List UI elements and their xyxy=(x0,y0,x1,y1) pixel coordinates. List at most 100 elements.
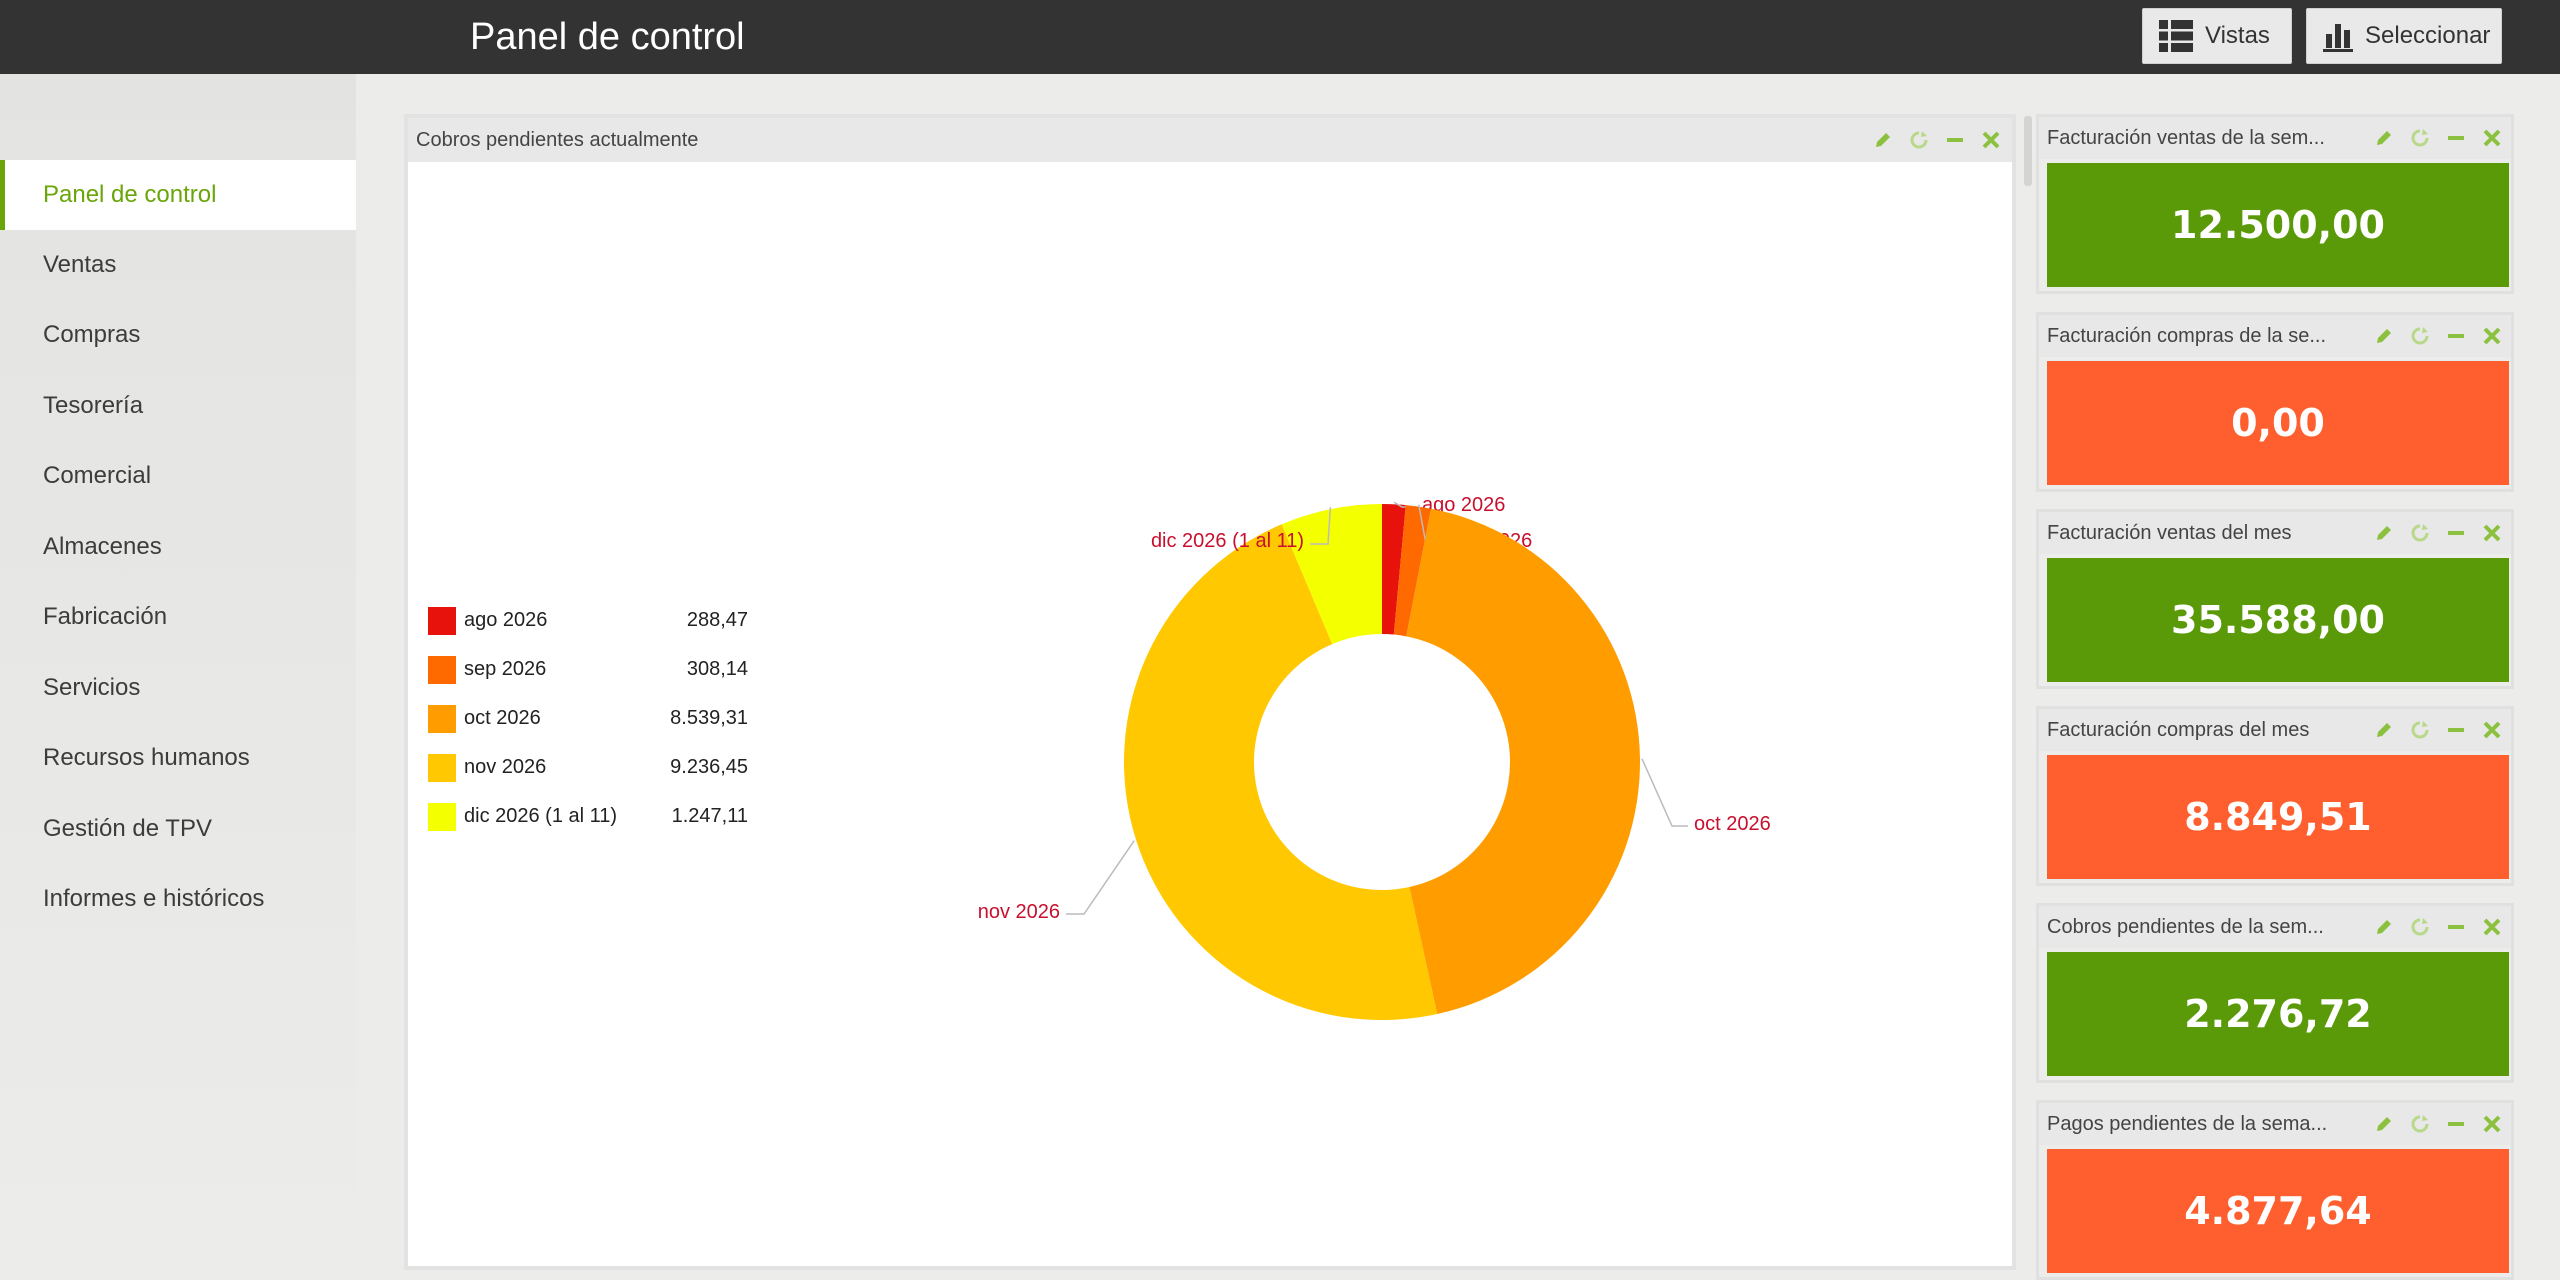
sidebar-item-compras[interactable]: Compras xyxy=(0,300,356,370)
legend-swatch xyxy=(428,753,456,782)
sidebar-item-comercial[interactable]: Comercial xyxy=(0,441,356,511)
slice-label: oct 2026 xyxy=(1694,813,1771,835)
widget-value: 8.849,51 xyxy=(2184,795,2372,839)
minus-icon[interactable] xyxy=(2445,127,2467,149)
widget-value-box[interactable]: 0,00 xyxy=(2047,361,2509,485)
widget-value: 0,00 xyxy=(2231,401,2325,445)
sidebar-item-label: Gestión de TPV xyxy=(43,815,212,842)
sidebar-item-almacenes[interactable]: Almacenes xyxy=(0,512,356,582)
widget-tools xyxy=(2373,1103,2503,1145)
widget-header: Facturación ventas de la sem... xyxy=(2039,117,2511,159)
close-icon[interactable] xyxy=(2481,127,2503,149)
widget-tools xyxy=(2373,906,2503,948)
sidebar-item-label: Ventas xyxy=(43,251,117,278)
legend-item: ago 2026 288,47 xyxy=(428,596,748,645)
legend-value: 8.539,31 xyxy=(670,707,748,729)
pencil-icon[interactable] xyxy=(2373,719,2395,741)
widget-tools xyxy=(2373,117,2503,159)
widget-facturacion-ventas-semana: Facturación ventas de la sem... 12.500,0… xyxy=(2036,114,2514,294)
widget-value-box[interactable]: 2.276,72 xyxy=(2047,952,2509,1076)
legend-label: oct 2026 xyxy=(464,707,541,729)
top-bar: Panel de control Vistas Seleccionar xyxy=(0,0,2560,74)
pencil-icon[interactable] xyxy=(2373,1113,2395,1135)
widget-header: Facturación compras de la se... xyxy=(2039,315,2511,357)
refresh-icon[interactable] xyxy=(2409,127,2431,149)
sidebar-item-tesoreria[interactable]: Tesorería xyxy=(0,371,356,441)
widget-value: 2.276,72 xyxy=(2184,992,2372,1036)
legend-item: dic 2026 (1 al 11) 1.247,11 xyxy=(428,792,748,841)
minus-icon[interactable] xyxy=(2445,1113,2467,1135)
widget-value: 4.877,64 xyxy=(2184,1189,2372,1233)
scrollbar[interactable] xyxy=(2024,116,2032,186)
legend-item: sep 2026 308,14 xyxy=(428,645,748,694)
close-icon[interactable] xyxy=(2481,1113,2503,1135)
sidebar-item-servicios[interactable]: Servicios xyxy=(0,653,356,723)
widget-title: Facturación ventas del mes xyxy=(2047,521,2292,544)
vistas-label: Vistas xyxy=(2205,22,2270,49)
legend-item: nov 2026 9.236,45 xyxy=(428,743,748,792)
donut-slice[interactable] xyxy=(1382,504,1406,635)
slice-label: dic 2026 (1 al 11) xyxy=(1151,530,1304,552)
legend-label: dic 2026 (1 al 11) xyxy=(464,805,618,827)
page-title: Panel de control xyxy=(470,16,745,58)
sidebar-item-fabricacion[interactable]: Fabricación xyxy=(0,582,356,652)
donut-slice[interactable] xyxy=(1406,508,1641,1015)
sidebar-item-recursos-humanos[interactable]: Recursos humanos xyxy=(0,723,356,793)
vistas-button[interactable]: Vistas xyxy=(2142,8,2292,64)
widget-value-box[interactable]: 12.500,00 xyxy=(2047,163,2509,287)
refresh-icon[interactable] xyxy=(2409,916,2431,938)
refresh-icon[interactable] xyxy=(1908,129,1930,151)
pencil-icon[interactable] xyxy=(1872,129,1894,151)
sidebar: Panel de control Ventas Compras Tesorerí… xyxy=(0,74,356,1280)
refresh-icon[interactable] xyxy=(2409,1113,2431,1135)
donut-slice[interactable] xyxy=(1123,524,1438,1021)
seleccionar-button[interactable]: Seleccionar xyxy=(2306,8,2502,64)
close-icon[interactable] xyxy=(2481,325,2503,347)
donut-slice[interactable] xyxy=(1281,504,1382,645)
minus-icon[interactable] xyxy=(2445,325,2467,347)
refresh-icon[interactable] xyxy=(2409,719,2431,741)
pencil-icon[interactable] xyxy=(2373,916,2395,938)
widget-title: Cobros pendientes de la sem... xyxy=(2047,915,2324,938)
grid-icon xyxy=(2159,20,2193,52)
close-icon[interactable] xyxy=(2481,522,2503,544)
sidebar-item-panel-de-control[interactable]: Panel de control xyxy=(0,160,356,230)
widget-value: 35.588,00 xyxy=(2171,598,2385,642)
refresh-icon[interactable] xyxy=(2409,522,2431,544)
close-icon[interactable] xyxy=(1980,129,2002,151)
close-icon[interactable] xyxy=(2481,719,2503,741)
sidebar-item-label: Tesorería xyxy=(43,392,144,419)
pencil-icon[interactable] xyxy=(2373,325,2395,347)
widget-value-box[interactable]: 35.588,00 xyxy=(2047,558,2509,682)
sidebar-item-label: Recursos humanos xyxy=(43,744,250,771)
legend-value: 1.247,11 xyxy=(671,805,748,827)
widget-value-box[interactable]: 8.849,51 xyxy=(2047,755,2509,879)
donut-slice[interactable] xyxy=(1393,505,1431,637)
sidebar-item-gestion-tpv[interactable]: Gestión de TPV xyxy=(0,794,356,864)
label-connector xyxy=(1310,507,1332,545)
minus-icon[interactable] xyxy=(1944,129,1966,151)
panel-tools xyxy=(1872,118,2002,162)
close-icon[interactable] xyxy=(2481,916,2503,938)
pencil-icon[interactable] xyxy=(2373,127,2395,149)
bar-chart-icon xyxy=(2323,20,2353,52)
widget-header: Cobros pendientes de la sem... xyxy=(2039,906,2511,948)
widget-facturacion-compras-semana: Facturación compras de la se... 0,00 xyxy=(2036,312,2514,492)
minus-icon[interactable] xyxy=(2445,522,2467,544)
legend-label: ago 2026 xyxy=(464,609,548,631)
widget-tools xyxy=(2373,709,2503,751)
widget-tools xyxy=(2373,315,2503,357)
widget-pagos-pendientes-semana: Pagos pendientes de la sema... 4.877,64 xyxy=(2036,1100,2514,1280)
minus-icon[interactable] xyxy=(2445,916,2467,938)
minus-icon[interactable] xyxy=(2445,719,2467,741)
legend-label: nov 2026 xyxy=(464,756,547,778)
pencil-icon[interactable] xyxy=(2373,522,2395,544)
sidebar-item-ventas[interactable]: Ventas xyxy=(0,230,356,300)
legend-swatch xyxy=(428,802,456,831)
legend-value: 9.236,45 xyxy=(670,756,748,778)
widget-facturacion-ventas-mes: Facturación ventas del mes 35.588,00 xyxy=(2036,509,2514,689)
sidebar-item-informes[interactable]: Informes e históricos xyxy=(0,864,356,934)
chart-legend: ago 2026 288,47 sep 2026 308,14 oct 2026… xyxy=(428,596,748,841)
widget-value-box[interactable]: 4.877,64 xyxy=(2047,1149,2509,1273)
refresh-icon[interactable] xyxy=(2409,325,2431,347)
